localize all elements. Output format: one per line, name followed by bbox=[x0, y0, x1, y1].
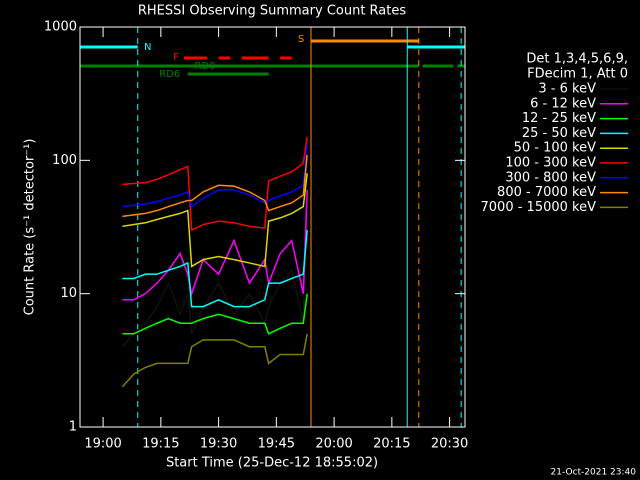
flag-label: RD6 bbox=[159, 69, 180, 80]
legend-label: 6 - 12 keV bbox=[530, 96, 596, 111]
x-tick-label: 20:30 bbox=[431, 437, 468, 452]
legend-label: 300 - 800 keV bbox=[505, 170, 596, 185]
footer: 21-Oct-2021 23:40 bbox=[551, 468, 637, 478]
series-line bbox=[122, 189, 308, 301]
x-tick-label: 20:15 bbox=[373, 437, 410, 452]
series-line bbox=[121, 333, 308, 388]
legend-label: 50 - 100 keV bbox=[514, 141, 597, 156]
y-axis-label: Count Rate (s⁻¹ detector⁻¹) bbox=[23, 139, 38, 316]
x-tick-label: 19:15 bbox=[142, 437, 179, 452]
legend-label: 12 - 25 keV bbox=[522, 111, 596, 126]
chart-title: RHESSI Observing Summary Count Rates bbox=[138, 4, 407, 19]
x-tick-label: 19:30 bbox=[200, 437, 237, 452]
series-line bbox=[122, 136, 308, 232]
x-tick-label: 19:00 bbox=[84, 437, 121, 452]
series-line bbox=[122, 145, 308, 208]
legend-label: 25 - 50 keV bbox=[522, 126, 596, 141]
legend-label: 800 - 7000 keV bbox=[497, 185, 596, 200]
x-tick-label: 19:45 bbox=[258, 437, 295, 452]
flag-label: S bbox=[298, 34, 304, 45]
legend-header: Det 1,3,4,5,6,9, bbox=[526, 52, 628, 67]
y-tick-label: 1 bbox=[69, 420, 77, 435]
legend-header: FDecim 1, Att 0 bbox=[527, 67, 628, 82]
y-tick-label: 1000 bbox=[44, 20, 77, 35]
plot-frame bbox=[79, 26, 466, 428]
flag-label: F bbox=[173, 52, 179, 63]
x-tick-label: 20:00 bbox=[315, 437, 352, 452]
series-line bbox=[122, 154, 308, 218]
series-line bbox=[122, 173, 308, 268]
series-line bbox=[122, 229, 308, 308]
x-axis-label: Start Time (25-Dec-12 18:55:02) bbox=[166, 456, 378, 471]
legend-label: 7000 - 15000 keV bbox=[481, 200, 597, 215]
legend-label: 3 - 6 keV bbox=[538, 82, 596, 97]
series-line bbox=[121, 213, 308, 348]
y-tick-label: 100 bbox=[52, 153, 77, 168]
y-tick-label: 10 bbox=[60, 286, 77, 301]
flag-label: N bbox=[144, 42, 151, 53]
legend-label: 100 - 300 keV bbox=[505, 156, 596, 171]
flag-label: RD0 bbox=[194, 61, 215, 72]
series-line bbox=[122, 293, 308, 335]
